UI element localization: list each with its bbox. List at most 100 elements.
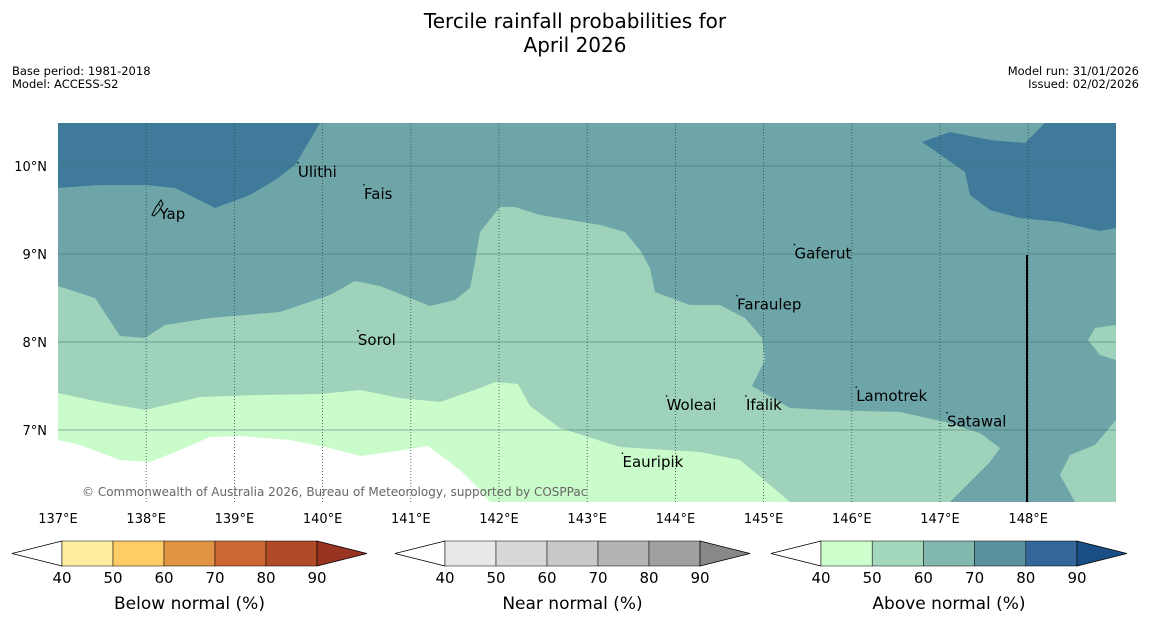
model-name: Model: ACCESS-S2 [12,77,119,91]
colorbar-tick-label: 60 [537,569,556,587]
lon-tick-label: 141°E [391,512,431,527]
copyright-text: © Commonwealth of Australia 2026, Bureau… [82,485,587,499]
place-marker [297,161,299,164]
latitude-tick-labels: 10°N 9°N 8°N 7°N [14,160,47,439]
lat-tick-label: 10°N [14,160,47,175]
place-marker [357,330,359,332]
lat-tick-label: 7°N [23,424,48,439]
colorbar-arrow-low [11,540,63,567]
meta-left: Base period: 1981-2018 Model: ACCESS-S2 [12,65,151,91]
region-above-70-80 [58,123,1116,231]
colorbar-tick-label: 40 [52,569,71,587]
place-label: Eauripik [622,453,683,471]
colorbar-segment [495,540,548,567]
place-marker [736,294,738,297]
region-above-50-60-east [1060,325,1116,502]
colorbar-segment [820,540,873,567]
lon-tick-label: 145°E [744,512,784,527]
place-label: Satawal [947,413,1006,431]
place-label: Sorol [358,331,396,349]
colorbar-segment [61,540,114,567]
lon-tick-label: 139°E [215,512,255,527]
colorbar-tick-label: 40 [435,569,454,587]
meta-right: Model run: 31/01/2026 Issued: 02/02/2026 [1008,65,1139,91]
colorbar-segment [597,540,650,567]
colorbar-tick-label: 90 [307,569,326,587]
lon-tick-label: 147°E [920,512,960,527]
model-run: Model run: 31/01/2026 [1007,64,1139,78]
colorbar-segment [648,540,701,567]
colorbar-segment [974,540,1027,567]
place-marker [745,395,747,397]
lon-tick-label: 140°E [303,512,343,527]
above-normal-label: Above normal (%) [872,594,1026,614]
colorbar-segment [163,540,216,567]
lon-tick-label: 142°E [479,512,519,527]
colorbar-tick-label: 90 [1067,569,1086,587]
colorbar-segment [214,540,267,567]
place-marker [665,395,668,397]
colorbar-segment [871,540,924,567]
colorbar-tick-label: 80 [639,569,658,587]
place-labels: Ulithi Fais Yap Gaferut Faraulep Sorol Lamotre… [158,161,1006,471]
colorbar-segment [923,540,975,567]
place-marker [855,386,858,388]
yap-island-outline [151,199,164,217]
colorbar-tick-label: 90 [690,569,709,587]
longitude-tick-labels: 137°E 138°E 139°E 140°E 141°E 142°E 143°E 144°E… [38,512,1048,527]
lon-tick-label: 143°E [567,512,607,527]
issued-date: Issued: 02/02/2026 [1028,77,1139,91]
place-label: Woleai [667,396,717,414]
map-title: Tercile rainfall probabilities for April… [0,9,1150,57]
colorbar-tick-label: 50 [486,569,505,587]
near-normal-label: Near normal (%) [502,594,643,614]
place-label: Ifalik [746,396,782,414]
colorbar-arrow-high [699,540,751,567]
place-marker [363,183,365,186]
lon-tick-label: 144°E [656,512,696,527]
colorbars: 40 50 60 70 80 90 40 50 60 70 80 90 40 50 60 70 80 90 [11,540,1128,587]
below-normal-label: Below normal (%) [114,594,265,614]
place-label: Yap [158,205,185,223]
colorbar-segment [265,540,318,567]
lat-tick-label: 9°N [23,248,48,263]
colorbar-tick-label: 60 [914,569,933,587]
colorbar-tick-label: 80 [1016,569,1035,587]
map-title-line1: Tercile rainfall probabilities for [423,9,727,33]
colorbar-arrow-low [394,540,446,567]
map-title-line2: April 2026 [523,33,627,57]
base-period: Base period: 1981-2018 [12,64,151,78]
place-label: Ulithi [298,163,337,181]
colorbar-tick-label: 70 [205,569,224,587]
colorbar-tick-label: 70 [965,569,984,587]
place-label: Gaferut [794,245,851,263]
colorbar-tick-label: 50 [103,569,122,587]
colorbar-segment [112,540,165,567]
lon-tick-label: 138°E [126,512,166,527]
region-no-signal-patch [58,436,490,502]
lon-tick-label: 137°E [38,512,78,527]
colorbar-segment [444,540,497,567]
place-label: Faraulep [737,296,801,314]
place-label: Lamotrek [856,387,927,405]
colorbar-arrow-low [770,540,822,567]
colorbar-tick-label: 40 [811,569,830,587]
colorbar-segment [1025,540,1078,567]
place-marker [158,204,161,206]
lon-tick-label: 146°E [832,512,872,527]
place-marker [793,243,796,246]
colorbar-arrow-high [316,540,368,567]
colorbar-tick-label: 60 [154,569,173,587]
colorbar-tick-label: 80 [256,569,275,587]
colorbar-arrow-high [1076,540,1128,567]
colorbar-tick-label: 50 [863,569,882,587]
colorbar-segment [546,540,599,567]
lat-tick-label: 8°N [23,336,48,351]
place-marker [946,411,948,414]
place-label: Fais [364,185,393,203]
grid-lines [58,123,1116,502]
colorbar-tick-label: 70 [588,569,607,587]
lon-tick-label: 148°E [1008,512,1048,527]
place-marker [621,452,624,454]
